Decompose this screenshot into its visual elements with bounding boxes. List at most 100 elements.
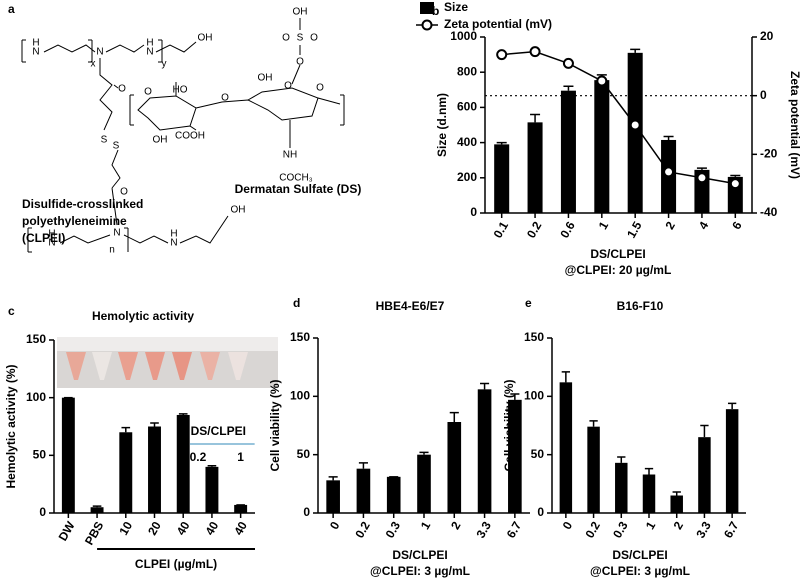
atom-label: S	[297, 33, 304, 44]
y-axis-label: Size (d.nm)	[435, 93, 449, 157]
x-axis-label: DS/CLPEI	[392, 548, 447, 562]
legend-label: Zeta potential (mV)	[444, 17, 552, 31]
bar	[527, 122, 543, 213]
atom-label: y	[162, 59, 167, 70]
x-tick-label: 2	[671, 519, 687, 532]
error-bar	[92, 505, 102, 508]
x-tick-label: 0.3	[383, 519, 404, 541]
y-tick-label: 0	[470, 205, 477, 219]
error-bar	[530, 113, 541, 123]
x-tick-label: 40	[202, 519, 221, 538]
x-tick-label: 6	[729, 219, 745, 232]
bar	[725, 409, 739, 513]
error-bar	[663, 135, 674, 140]
x-tick-label: 0.1	[491, 219, 512, 241]
legend-label: Size	[444, 0, 468, 14]
x-axis-subtitle: @CLPEI: 3 µg/mL	[370, 564, 470, 578]
structure-caption: polyethyleneimine	[22, 214, 127, 228]
bar	[627, 52, 643, 214]
atom-label: OH	[258, 73, 273, 84]
y-tick-label: 1000	[450, 29, 477, 43]
y-tick-label: 200	[457, 170, 477, 184]
x-tick-label: 0.2	[524, 219, 545, 241]
bar	[508, 399, 522, 513]
x-tick-label: 20	[145, 519, 164, 538]
y-tick-label: 0	[39, 505, 46, 519]
structure-caption: (CLPEI)	[22, 231, 65, 245]
zeta-marker	[663, 166, 675, 178]
y-tick-label: 400	[457, 135, 477, 149]
x-tick-label: DW	[56, 519, 78, 544]
atom-label: NH	[283, 150, 297, 161]
x-tick-label: PBS	[82, 519, 106, 547]
y-tick-label: 150	[290, 330, 310, 344]
x-tick-label: 0.2	[582, 519, 603, 541]
atom-label: O	[284, 81, 292, 92]
y-tick-label: 150	[524, 330, 544, 344]
bar	[560, 90, 576, 213]
x-tick-label: 6.7	[721, 519, 742, 541]
group-label: DS/CLPEI	[191, 424, 246, 438]
clpei-structure	[21, 39, 229, 253]
bar	[61, 397, 75, 513]
y-tick-label: 800	[457, 64, 477, 78]
atom-label: O	[118, 84, 126, 95]
atom-label: N	[146, 47, 153, 58]
atom-label: N	[32, 47, 39, 58]
atom-label: OH	[231, 205, 246, 216]
x-tick-label: 3.3	[473, 519, 494, 541]
atom-label: HO	[173, 85, 188, 96]
atom-label: O	[282, 33, 290, 44]
chart-title: Hemolytic activity	[92, 309, 194, 323]
atom-label: O	[144, 87, 152, 98]
error-bar	[617, 456, 626, 463]
atom-label: N	[96, 47, 103, 58]
error-bar	[150, 422, 159, 427]
bar	[477, 389, 492, 513]
atom-label: COCH₃	[279, 173, 313, 184]
zeta-marker	[629, 119, 641, 131]
error-bar	[496, 141, 507, 145]
x-tick-label: 0	[327, 519, 343, 532]
y-tick-label: 600	[457, 100, 477, 114]
bar	[90, 507, 104, 513]
error-bar	[730, 174, 741, 177]
atom-label: N	[48, 238, 55, 249]
atom-label: OH	[153, 135, 168, 146]
chart-title: B16-F10	[617, 299, 664, 313]
panel-label: b	[432, 4, 439, 18]
error-bar	[563, 85, 574, 91]
y2-tick-label: 20	[760, 29, 774, 43]
error-bar	[561, 371, 571, 383]
x-axis-label: DS/CLPEI	[590, 247, 645, 261]
bar	[417, 454, 431, 513]
x-tick-label: 40	[174, 519, 193, 538]
bar	[176, 414, 190, 513]
atom-label: OH	[293, 7, 308, 18]
y-tick-label: 0	[537, 505, 544, 519]
y-tick-label: 150	[26, 332, 46, 346]
zeta-marker	[496, 49, 508, 61]
atom-label: O	[120, 187, 128, 198]
y-axis-label: Cell viability (%)	[502, 379, 516, 471]
x-tick-label: 4	[696, 219, 712, 232]
y-tick-label: 100	[26, 390, 46, 404]
y-tick-label: 100	[524, 389, 544, 403]
y2-tick-label: 0	[760, 88, 767, 102]
zeta-marker	[529, 46, 541, 58]
ratio-label: 1	[237, 450, 244, 464]
error-bar	[449, 411, 459, 422]
atom-label: n	[109, 245, 115, 256]
zeta-marker	[596, 75, 608, 87]
atom-label: OH	[198, 33, 213, 44]
panel-label: a	[8, 2, 15, 16]
bar	[386, 476, 401, 513]
x-tick-label: 6.7	[504, 519, 525, 541]
x-axis-subtitle: @CLPEI: 20 µg/mL	[565, 263, 672, 277]
tube-photo	[57, 337, 278, 388]
structure-caption: Disulfide-crosslinked	[22, 197, 143, 211]
x-tick-label: 1	[596, 219, 612, 232]
error-bar	[727, 402, 737, 410]
x-tick-label: 1.5	[624, 219, 645, 241]
error-bar	[510, 393, 520, 400]
